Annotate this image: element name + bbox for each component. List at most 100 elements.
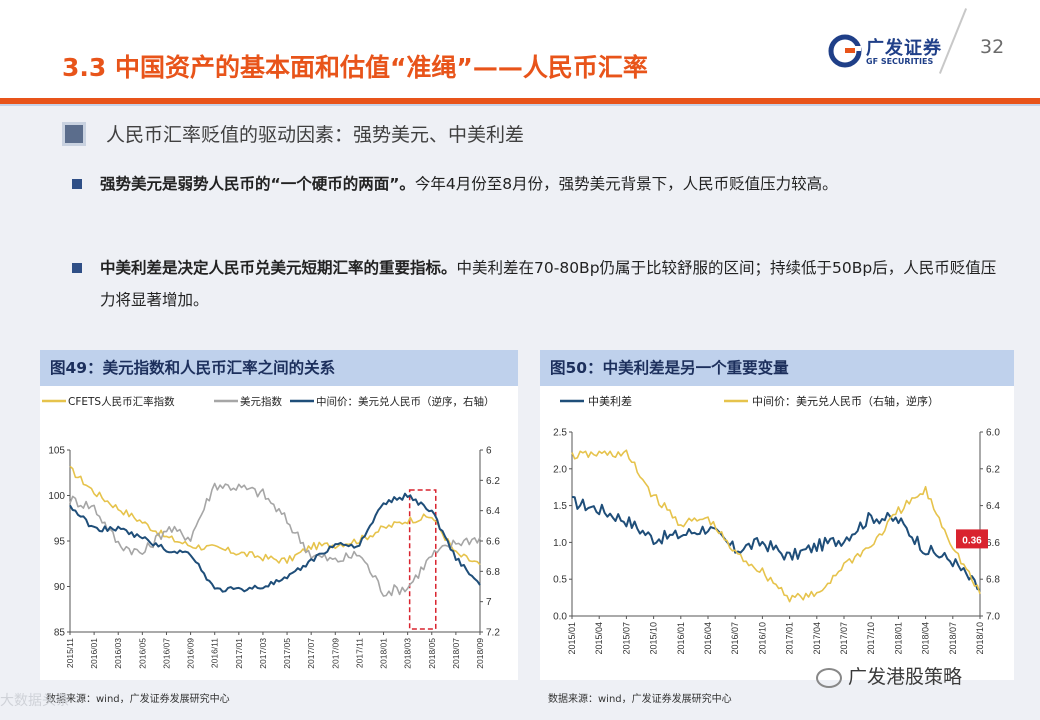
series-line [69,482,481,597]
x-tick-label: 2016/04 [703,622,713,655]
legend-label: 中间价：美元兑人民币（逆序，右轴） [316,395,495,408]
y-tick-label-left: 0.0 [553,612,567,623]
x-tick-label: 2017/03 [258,638,268,669]
header-accent-bar [0,98,1040,104]
y-tick-label-left: 0.5 [553,575,567,586]
x-tick-label: 2018/10 [975,622,985,655]
y-tick-label-right: 7.2 [486,628,500,639]
x-tick-label: 2018/04 [921,622,931,655]
x-tick-label: 2016/01 [89,638,99,669]
watermark-text: 广发港股策略 [848,666,963,688]
header-rule [0,104,1040,106]
y-tick-label-left: 1.5 [553,501,567,512]
x-tick-label: 2017/07 [839,622,849,655]
chart-panel-50: 图50：中美利差是另一个重要变量 中美利差 中间价：美元兑人民币（右轴，逆序） 0.… [540,350,1014,680]
y-tick-label-left: 95 [54,537,66,548]
x-tick-label: 2016/11 [210,638,220,668]
y-tick-label-right: 6.2 [486,476,500,487]
series-line [69,465,481,566]
chart-usd-cfets: CFETS人民币汇率指数 美元指数 中间价：美元兑人民币（逆序，右轴） 85 90 95 1… [42,395,500,669]
y-tick-label-right: 6.0 [986,428,1000,439]
y-tick-label-right: 6.4 [986,501,1000,512]
x-tick-label: 2018/09 [475,638,485,669]
annotation-badge [956,529,988,549]
x-tick-label: 2016/07 [730,622,740,655]
x-tick-label: 2018/01 [379,638,389,669]
chart-panel-49: 图49：美元指数和人民币汇率之间的关系 CFETS人民币汇率指数 美元指数 中间价：… [40,350,518,680]
series-line [571,449,981,603]
bullet-text: 强势美元是弱势人民币的“一个硬币的两面”。今年4月份至8月份，强势美元背景下，人… [100,168,1000,200]
chart-spread-cny: 中美利差 中间价：美元兑人民币（右轴，逆序） 0.0 0.5 1.0 1.5 2.0 2.5 6… [553,394,1000,655]
series-line [571,495,981,592]
y-tick-label-left: 2.5 [553,428,567,439]
y-tick-label-left: 100 [48,491,65,502]
watermark-secondary: 大数据头条 [0,693,70,709]
y-tick-label-left: 105 [48,446,65,457]
y-tick-label-left: 2.0 [553,464,567,475]
logo-text-en: GF SECURITIES [866,57,934,66]
section-marker-icon [62,122,86,146]
bullet-bold-text: 中美利差是决定人民币兑美元短期汇率的重要指标。 [100,259,457,277]
chart-source: 数据来源：wind，广发证券发展研究中心 [46,694,230,705]
x-tick-label: 2016/03 [113,638,123,669]
x-tick-label: 2017/09 [330,638,340,669]
x-tick-label: 2015/10 [649,622,659,655]
x-tick-label: 2015/11 [65,638,75,668]
x-tick-label: 2018/03 [403,638,413,669]
x-tick-label: 2015/07 [621,622,631,655]
page-number: 32 [980,36,1005,58]
x-tick-label: 2016/05 [137,638,147,669]
chart-title: 图50：中美利差是另一个重要变量 [540,350,1014,386]
page-title: 3.3 中国资产的基本面和估值“准绳”——人民币汇率 [62,53,648,82]
y-tick-label-right: 7 [486,597,492,608]
x-tick-label: 2016/07 [161,638,171,669]
legend-label: 中间价：美元兑人民币（右轴，逆序） [752,394,939,408]
y-tick-label-left: 85 [54,628,66,639]
y-tick-label-right: 6.8 [486,567,500,578]
x-tick-label: 2017/01 [785,622,795,655]
logo-text-cn: 广发证券 [866,38,942,59]
x-tick-label: 2018/05 [427,638,437,669]
annotation-label: 0.36 [962,535,982,546]
y-tick-label-left: 1.0 [553,538,567,549]
x-tick-label: 2016/01 [676,622,686,655]
bullet-body-text: 中美利差在70-80Bp仍属于比较舒服的区间；持续低于50Bp后，人民币贬值压力… [100,259,997,309]
x-tick-label: 2017/05 [282,638,292,669]
y-tick-label-right: 6.4 [486,506,500,517]
wechat-icon [816,667,842,688]
bullet-square-icon [72,263,82,273]
gf-logo-icon [828,34,862,68]
x-tick-label: 2017/07 [306,638,316,669]
legend-label: 中美利差 [588,394,632,408]
x-tick-label: 2018/01 [893,622,903,655]
x-tick-label: 2017/01 [234,638,244,669]
chart-title: 图49：美元指数和人民币汇率之间的关系 [40,350,518,386]
x-tick-label: 2018/07 [451,638,461,669]
highlight-box [408,489,437,630]
company-logo: 广发证券 GF SECURITIES [828,34,948,72]
chart-source: 数据来源：wind，广发证券发展研究中心 [548,694,732,705]
y-tick-label-right: 6 [486,446,492,457]
x-tick-label: 2017/11 [354,638,364,668]
x-tick-label: 2016/09 [186,638,196,669]
x-tick-label: 2017/10 [866,622,876,655]
y-tick-label-right: 6.2 [986,464,1000,475]
x-tick-label: 2015/01 [567,622,577,655]
x-tick-label: 2016/10 [757,622,767,655]
bullet-bold-text: 强势美元是弱势人民币的“一个硬币的两面”。 [100,175,415,193]
y-tick-label-left: 90 [54,582,66,593]
bullet-square-icon [72,179,82,189]
bullet-body-text: 今年4月份至8月份，强势美元背景下，人民币贬值压力较高。 [414,175,838,193]
y-tick-label-right: 6.6 [986,538,1000,549]
y-tick-label-right: 6.6 [486,537,500,548]
bullet-text: 中美利差是决定人民币兑美元短期汇率的重要指标。中美利差在70-80Bp仍属于比较… [100,252,1000,316]
watermark: 广发港股策略 [816,662,962,689]
y-tick-label-right: 7.0 [986,612,1000,623]
legend-label: CFETS人民币汇率指数 [68,395,175,408]
x-tick-label: 2017/04 [812,622,822,655]
x-tick-label: 2015/04 [594,622,604,655]
series-line [69,492,481,593]
legend-label: 美元指数 [240,395,282,408]
section-heading-text: 人民币汇率贬值的驱动因素：强势美元、中美利差 [106,124,525,146]
x-tick-label: 2018/07 [948,622,958,655]
